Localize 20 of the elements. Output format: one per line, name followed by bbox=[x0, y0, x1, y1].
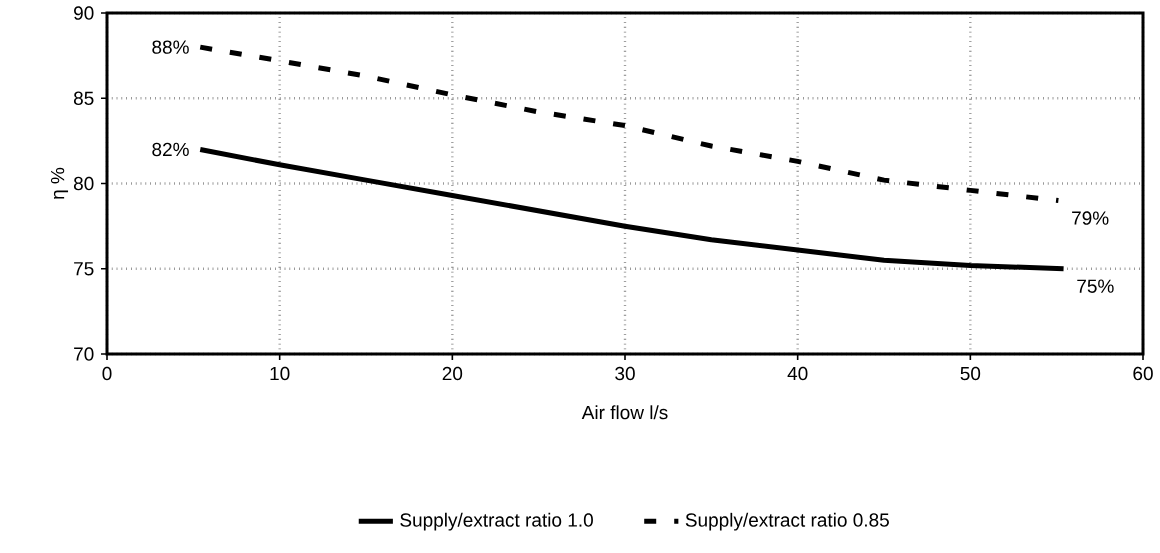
annotation: 79% bbox=[1072, 211, 1109, 225]
annotation: 88% bbox=[152, 40, 189, 54]
x-tick-label: 40 bbox=[787, 366, 808, 381]
legend-label: Supply/extract ratio 1.0 bbox=[400, 512, 593, 531]
y-tick-label: 85 bbox=[73, 91, 94, 106]
annotation: 75% bbox=[1077, 279, 1114, 293]
legend-label: Supply/extract ratio 0.85 bbox=[685, 512, 889, 531]
x-axis-title: Air flow l/s bbox=[581, 405, 668, 420]
x-tick-label: 0 bbox=[102, 366, 112, 381]
x-tick-label: 10 bbox=[270, 366, 290, 381]
x-tick-label: 30 bbox=[615, 366, 635, 381]
x-tick-label: 50 bbox=[960, 366, 981, 381]
annotation: 82% bbox=[152, 142, 189, 157]
y-tick-label: 70 bbox=[74, 347, 94, 361]
x-tick-label: 60 bbox=[1133, 366, 1153, 381]
y-tick-label: 80 bbox=[73, 176, 94, 191]
y-tick-label: 90 bbox=[74, 6, 94, 20]
x-tick-label: 20 bbox=[442, 366, 463, 381]
y-tick-label: 75 bbox=[74, 262, 94, 276]
y-axis-title: η % bbox=[50, 167, 69, 199]
